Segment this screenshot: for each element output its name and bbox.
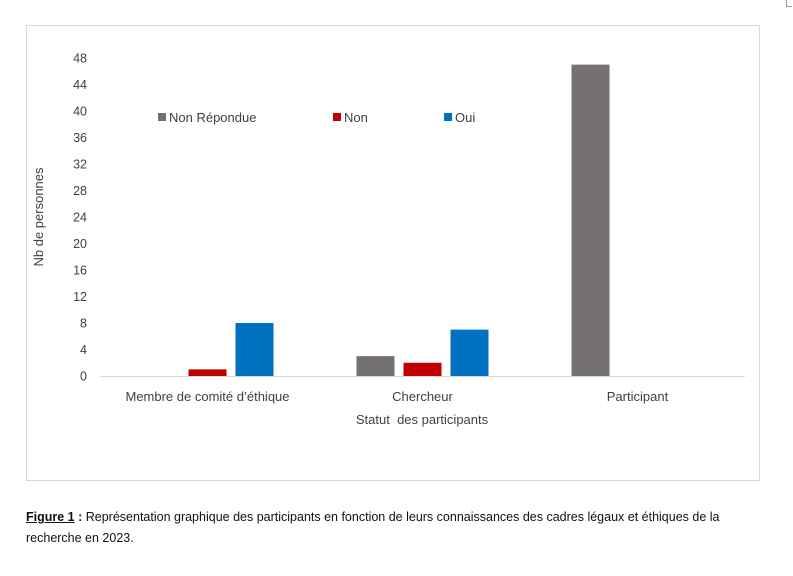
y-tick-label: 12 — [73, 290, 87, 304]
figure-caption: Figure 1 : Représentation graphique des … — [26, 507, 766, 549]
bar-oui — [450, 329, 489, 376]
y-tick-label: 32 — [73, 158, 87, 172]
y-tick-label: 0 — [80, 370, 87, 384]
y-tick-label: 8 — [80, 317, 87, 331]
chart-frame — [26, 25, 760, 481]
y-tick-label: 44 — [73, 78, 87, 92]
y-tick-label: 20 — [73, 237, 87, 251]
bar-non-répondue — [356, 356, 395, 376]
x-tick-label: Membre de comité d’éthique — [125, 389, 289, 404]
figure-label: Figure 1 — [26, 510, 75, 524]
bar-non — [188, 369, 227, 376]
legend-label: Oui — [455, 110, 475, 125]
bar-non-répondue — [571, 64, 610, 376]
legend-label: Non Répondue — [169, 110, 256, 125]
y-tick-label: 4 — [80, 343, 87, 357]
y-tick-label: 36 — [73, 131, 87, 145]
legend-swatch — [158, 113, 166, 121]
corner-mark — [786, 0, 792, 7]
y-tick-label: 48 — [73, 52, 87, 66]
x-axis-title: Statut des participants — [356, 412, 489, 427]
x-tick-label: Chercheur — [392, 389, 453, 404]
legend-swatch — [444, 113, 452, 121]
legend-swatch — [333, 113, 341, 121]
y-tick-label: 16 — [73, 264, 87, 278]
bar-oui — [235, 323, 274, 376]
y-tick-label: 40 — [73, 105, 87, 119]
y-tick-label: 24 — [73, 211, 87, 225]
caption-separator: : — [74, 510, 83, 524]
bar-non — [403, 362, 442, 376]
caption-text: Représentation graphique des participant… — [26, 510, 720, 545]
y-tick-label: 28 — [73, 184, 87, 198]
legend-label: Non — [344, 110, 368, 125]
x-tick-label: Participant — [607, 389, 669, 404]
y-axis-title: Nb de personnes — [31, 167, 46, 267]
